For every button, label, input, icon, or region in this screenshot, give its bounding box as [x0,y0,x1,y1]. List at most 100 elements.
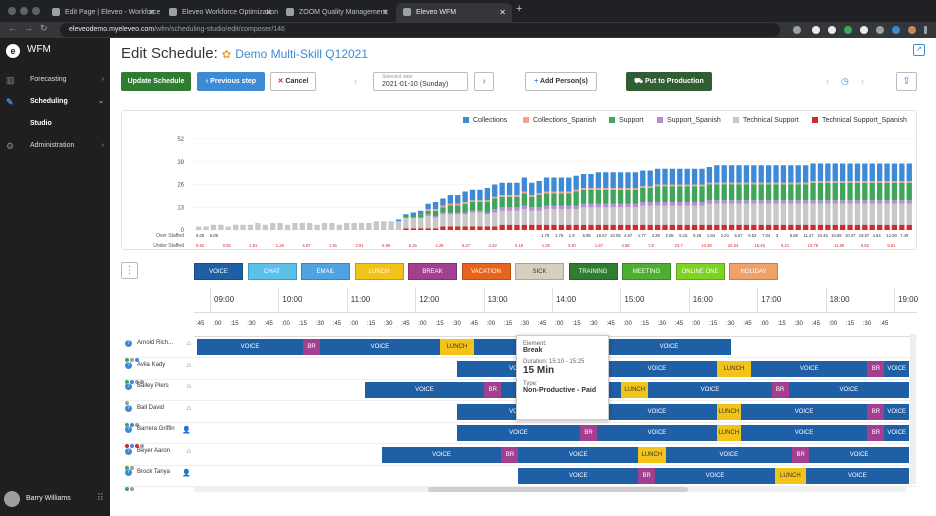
chart-bar-segment[interactable] [677,186,683,202]
chart-bar-segment[interactable] [588,174,594,188]
chart-bar-segment[interactable] [233,224,239,230]
chart-bar-segment[interactable] [899,182,905,201]
chart-bar-segment[interactable] [847,200,853,204]
chart-bar-segment[interactable] [691,168,698,185]
chart-bar-segment[interactable] [780,200,787,204]
add-person-button[interactable]: + Add Person(s) [525,72,597,91]
chart-bar-segment[interactable] [358,223,365,230]
previous-step-button[interactable]: ‹ Previous step [197,72,265,91]
chart-bar-segment[interactable] [839,163,846,182]
chart-bar-segment[interactable] [506,210,513,225]
chart-bar-segment[interactable] [469,200,476,202]
chart-bar-segment[interactable] [462,226,468,231]
chart-bar-segment[interactable] [751,224,757,230]
chart-bar-segment[interactable] [647,202,653,206]
schedule-segment-voice[interactable]: VOICE [518,468,639,484]
chart-bar-segment[interactable] [425,216,431,229]
chart-bar-segment[interactable] [721,200,727,204]
legend-collections-spanish[interactable]: Collections_Spanish [523,117,596,124]
chart-bar-segment[interactable] [455,214,461,227]
chart-bar-segment[interactable] [499,207,505,211]
chart-bar-segment[interactable] [329,223,335,230]
chart-bar-segment[interactable] [736,184,742,201]
chart-bar-segment[interactable] [410,216,416,218]
chart-bar-segment[interactable] [447,195,453,204]
chart-bar-segment[interactable] [684,168,690,185]
chart-bar-segment[interactable] [862,181,868,183]
chart-bar-segment[interactable] [795,165,801,183]
chart-bar-segment[interactable] [862,203,868,225]
chart-bar-segment[interactable] [455,203,461,206]
chart-bar-segment[interactable] [410,217,416,229]
browser-tab-2[interactable]: Eleveo Workforce Optimization ✕ [162,3,278,22]
history-icon[interactable]: ◷ [841,76,849,86]
chart-bar-segment[interactable] [610,224,616,230]
chart-bar-segment[interactable] [521,205,528,210]
chart-bar-segment[interactable] [521,224,528,230]
chart-bar-segment[interactable] [432,217,439,229]
chart-bar-segment[interactable] [573,209,579,225]
chart-bar-segment[interactable] [432,209,439,211]
chart-bar-segment[interactable] [210,224,217,230]
chart-bar-segment[interactable] [580,189,587,204]
schedule-segment-voice[interactable]: VOICE [597,425,717,441]
chart-bar-segment[interactable] [492,212,498,227]
chart-bar-segment[interactable] [906,200,912,204]
chart-bar-segment[interactable] [418,214,424,218]
chart-bar-segment[interactable] [876,181,883,183]
chart-bar-segment[interactable] [721,182,727,185]
chart-bar-segment[interactable] [499,195,505,197]
chart-bar-segment[interactable] [728,165,735,183]
chart-bar-segment[interactable] [669,186,676,202]
chart-bar-segment[interactable] [492,209,498,213]
chart-bar-segment[interactable] [780,184,787,201]
chart-bar-segment[interactable] [714,165,720,183]
chart-bar-segment[interactable] [706,203,713,225]
chart-bar-segment[interactable] [425,214,431,216]
chart-bar-segment[interactable] [884,200,890,204]
chart-bar-segment[interactable] [884,181,890,183]
chart-bar-segment[interactable] [617,224,624,230]
chart-bar-segment[interactable] [514,182,520,195]
chart-bar-segment[interactable] [854,203,861,225]
chart-bar-segment[interactable] [566,177,572,192]
redo-arrow-icon[interactable]: › [861,76,864,86]
chart-bar-segment[interactable] [492,196,498,199]
chart-bar-segment[interactable] [765,203,772,225]
new-tab-icon[interactable]: + [516,3,523,15]
chart-bar-segment[interactable] [839,203,846,225]
chart-bar-segment[interactable] [677,168,683,185]
chart-bar-segment[interactable] [839,182,846,201]
chart-bar-segment[interactable] [795,203,801,225]
activity-chat[interactable]: CHAT [247,263,297,280]
chart-bar-segment[interactable] [403,217,409,229]
chart-bar-segment[interactable] [743,224,750,230]
chart-bar-segment[interactable] [640,170,646,187]
chart-bar-segment[interactable] [536,195,542,208]
chart-bar-segment[interactable] [810,224,816,230]
chart-bar-segment[interactable] [492,198,498,210]
chart-bar-segment[interactable] [743,203,750,225]
reload-icon[interactable]: ↻ [40,23,48,33]
vertical-scrollbar[interactable] [910,334,916,484]
chart-bar-segment[interactable] [610,172,616,188]
chart-bar-segment[interactable] [469,212,476,227]
chart-bar-segment[interactable] [610,189,616,204]
chart-bar-segment[interactable] [625,224,631,230]
chart-bar-segment[interactable] [765,182,772,185]
schedule-segment-voice[interactable]: VOICE [740,425,868,441]
chart-bar-segment[interactable] [558,191,565,194]
chart-bar-segment[interactable] [891,203,898,225]
chart-bar-segment[interactable] [684,186,690,202]
chart-bar-segment[interactable] [751,182,757,185]
chart-bar-segment[interactable] [447,203,453,206]
chart-bar-segment[interactable] [336,224,342,230]
chart-bar-segment[interactable] [699,186,705,202]
chart-bar-segment[interactable] [566,191,572,194]
chart-bar-segment[interactable] [440,226,446,231]
help-circle-icon[interactable]: ? [125,361,132,369]
chart-bar-segment[interactable] [706,182,713,185]
chart-bar-segment[interactable] [225,226,231,231]
chart-bar-segment[interactable] [255,223,261,230]
chart-bar-segment[interactable] [662,186,668,202]
